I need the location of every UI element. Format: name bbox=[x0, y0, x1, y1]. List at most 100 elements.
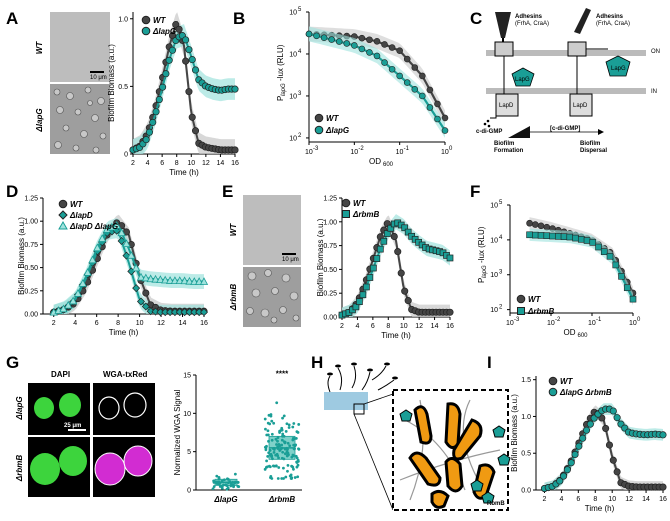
y-tick-label-I: 0.5 bbox=[521, 451, 531, 458]
y-tick-exp-F: 4 bbox=[499, 235, 503, 241]
lapd-label-right: LapD bbox=[573, 103, 588, 109]
x-tick-label-A: 8 bbox=[175, 160, 179, 167]
data-point-G bbox=[212, 485, 216, 488]
data-point-A bbox=[149, 118, 157, 126]
data-point-I bbox=[567, 459, 575, 467]
data-point-G bbox=[233, 472, 237, 476]
data-point-E bbox=[446, 308, 454, 316]
data-point-G bbox=[274, 464, 278, 468]
x-tick-label-E: 4 bbox=[355, 323, 359, 330]
data-point-B bbox=[426, 86, 434, 94]
x-tick-label-E: 6 bbox=[371, 323, 375, 330]
data-point-B bbox=[373, 52, 381, 60]
x-tick-label-I: 14 bbox=[642, 496, 650, 503]
x-tick-exp-F: -2 bbox=[555, 317, 561, 323]
data-point-G bbox=[272, 448, 276, 451]
row-label-wt: WT bbox=[35, 41, 44, 55]
data-point-D bbox=[175, 276, 184, 284]
data-point-A bbox=[168, 32, 177, 40]
data-point-D bbox=[83, 268, 92, 276]
x-tick-label-A: 14 bbox=[217, 160, 225, 167]
x-axis-sub-F: 600 bbox=[578, 333, 589, 339]
data-point-I bbox=[556, 477, 564, 485]
x-tick-label-I: 16 bbox=[659, 496, 667, 503]
data-point-D bbox=[156, 275, 165, 284]
legend-marker-F bbox=[516, 294, 526, 304]
ribbon-E-1 bbox=[342, 214, 450, 317]
x-tick-label-A: 10 bbox=[187, 160, 195, 167]
x-tick-label-F: 10 bbox=[547, 320, 555, 327]
data-point-G bbox=[270, 419, 274, 423]
data-point-A bbox=[165, 56, 173, 64]
y-tick-exp-F: 3 bbox=[499, 270, 503, 276]
data-point-B bbox=[358, 34, 366, 42]
data-point-B bbox=[388, 65, 396, 73]
data-point-G bbox=[222, 483, 225, 487]
y-tick-exp-B: 5 bbox=[298, 7, 302, 13]
data-point-G bbox=[288, 444, 292, 448]
x-tick-label-I: 6 bbox=[576, 496, 580, 503]
y-axis-label-rest-F: -lux (RLU) bbox=[477, 226, 486, 263]
y-axis-label-D: Biofilm Biomass (a.u.) bbox=[17, 217, 26, 295]
data-point-G bbox=[283, 441, 287, 445]
adhesin-right bbox=[574, 8, 591, 34]
data-point-G bbox=[291, 453, 295, 457]
row-label-wt-e: WT bbox=[229, 223, 238, 237]
data-point-G bbox=[275, 401, 279, 405]
data-point-E bbox=[370, 264, 377, 272]
data-point-D bbox=[136, 297, 145, 306]
data-point-D bbox=[64, 300, 73, 309]
data-point-G bbox=[293, 444, 297, 448]
y-tick-label-D: 0.00 bbox=[24, 312, 38, 319]
label-dispersal-2: Dispersal bbox=[580, 148, 607, 154]
legend-label-D: WT bbox=[70, 200, 84, 209]
data-point-G bbox=[215, 474, 219, 478]
data-point-E bbox=[356, 298, 363, 305]
legend-label-I: WT bbox=[560, 377, 574, 386]
data-point-D bbox=[185, 276, 194, 285]
data-point-G bbox=[281, 416, 284, 420]
data-point-G bbox=[280, 477, 284, 480]
data-point-B bbox=[396, 47, 403, 54]
x-axis-label-E: Time (h) bbox=[381, 331, 411, 340]
x-tick-label-F: 10 bbox=[588, 320, 596, 327]
data-point-G bbox=[284, 475, 288, 479]
scale-bar-g: 25 μm bbox=[64, 423, 81, 429]
cell-dapi-rbmb-2 bbox=[59, 446, 87, 476]
y-tick-label-I: 0.0 bbox=[521, 488, 531, 495]
x-tick-label-D: 12 bbox=[157, 320, 165, 327]
scale-bar-label: 10 μm bbox=[90, 75, 107, 81]
col-label-dapi: DAPI bbox=[51, 370, 70, 379]
label-formation-1: Biofilm bbox=[494, 141, 514, 147]
data-point-E bbox=[397, 269, 405, 277]
x-tick-exp-B: -2 bbox=[358, 146, 364, 152]
data-point-G bbox=[226, 477, 230, 481]
data-point-G bbox=[265, 465, 269, 469]
y-tick-label-G: 15 bbox=[183, 373, 191, 380]
data-point-G bbox=[294, 436, 298, 440]
panel-label-f: F bbox=[470, 182, 480, 201]
data-point-G bbox=[268, 448, 272, 452]
legend-label-A: ΔlapG bbox=[152, 27, 176, 36]
x-tick-label-B: 10 bbox=[305, 149, 313, 156]
data-point-A bbox=[145, 128, 154, 136]
x-tick-label-E: 14 bbox=[431, 323, 439, 330]
data-point-G bbox=[237, 485, 241, 489]
data-point-G bbox=[296, 458, 300, 462]
data-point-G bbox=[295, 461, 299, 464]
data-point-G bbox=[212, 480, 216, 484]
x-tick-exp-B: -3 bbox=[313, 146, 319, 152]
x-tick-label-F: 10 bbox=[506, 320, 514, 327]
data-point-I bbox=[609, 407, 617, 415]
data-point-G bbox=[284, 430, 288, 433]
data-point-D bbox=[122, 239, 131, 247]
cell-dapi-lapg-1 bbox=[34, 397, 54, 419]
data-point-D bbox=[151, 274, 160, 283]
x-tick-label-A: 4 bbox=[146, 160, 150, 167]
panel-label-d: D bbox=[6, 182, 18, 201]
data-point-E bbox=[383, 230, 391, 237]
y-tick-exp-B: 4 bbox=[298, 49, 302, 55]
data-point-G bbox=[280, 438, 284, 442]
data-point-G bbox=[228, 480, 232, 483]
data-point-G bbox=[229, 482, 233, 486]
